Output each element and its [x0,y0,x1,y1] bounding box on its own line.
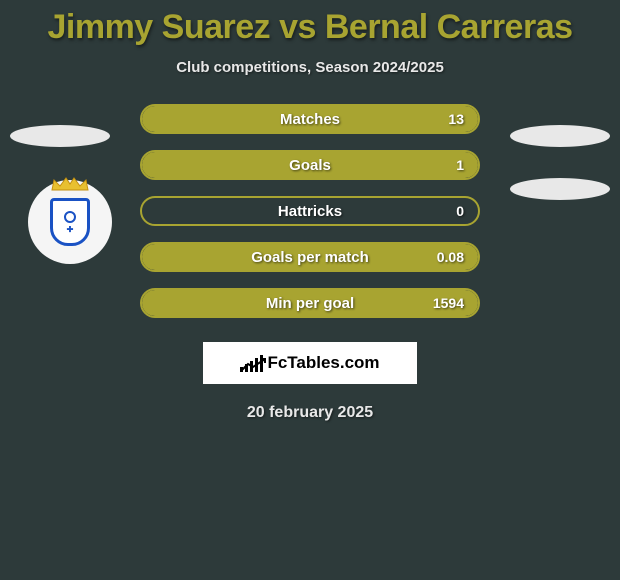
club-badge-right-placeholder [510,178,610,200]
cross-icon: ✚ [67,225,74,234]
shield-icon: ✚ [50,198,90,246]
stat-label: Goals [289,157,331,174]
stat-value: 0 [456,203,464,219]
stat-value: 1 [456,157,464,173]
stat-row-hattricks: Hattricks 0 [140,196,480,226]
stat-value: 1594 [433,295,464,311]
stat-row-goals-per-match: Goals per match 0.08 [140,242,480,272]
player-photo-right-placeholder [510,125,610,147]
stat-label: Matches [280,111,340,128]
logo-text: FcTables.com [267,353,379,373]
crown-icon [48,176,92,192]
chart-icon [240,354,263,372]
ball-icon [64,211,76,223]
stats-container: Matches 13 Goals 1 Hattricks 0 Goals per… [140,104,480,318]
fctables-logo[interactable]: FcTables.com [203,342,417,384]
stat-label: Min per goal [266,295,354,312]
date-text: 20 february 2025 [0,404,620,422]
stat-label: Hattricks [278,203,342,220]
stat-label: Goals per match [251,249,369,266]
club-badge-left: ✚ [28,180,112,264]
stat-row-goals: Goals 1 [140,150,480,180]
stat-value: 0.08 [437,249,464,265]
stat-row-min-per-goal: Min per goal 1594 [140,288,480,318]
subtitle: Club competitions, Season 2024/2025 [0,59,620,76]
stat-value: 13 [448,111,464,127]
player-photo-left-placeholder [10,125,110,147]
stat-row-matches: Matches 13 [140,104,480,134]
page-title: Jimmy Suarez vs Bernal Carreras [0,0,620,47]
